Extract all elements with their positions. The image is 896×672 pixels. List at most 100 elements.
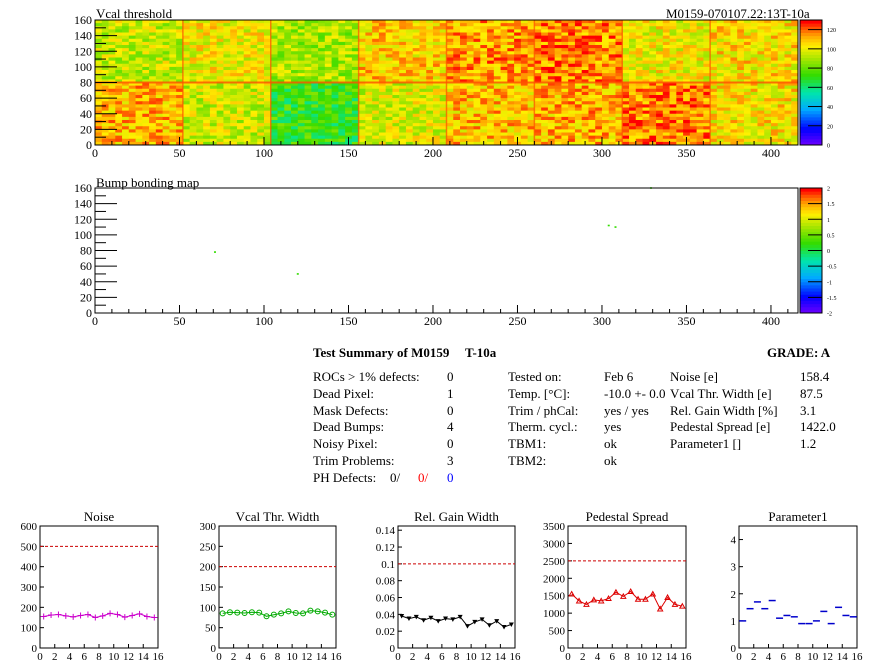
vcal-map-cell	[574, 88, 583, 93]
vcal-map-cell	[696, 66, 704, 71]
vcal-map-cell	[270, 141, 278, 146]
plot-y-tick-label: 0	[390, 643, 396, 655]
vcal-map-cell	[710, 41, 718, 46]
vcal-map-cell	[176, 60, 184, 65]
vcal-map-cell	[284, 26, 292, 30]
vcal-map-cell	[635, 113, 643, 118]
vcal-map-cell	[777, 26, 785, 30]
vcal-map-cell	[588, 45, 596, 49]
vcal-map-cell	[331, 88, 339, 93]
vcal-map-cell	[703, 26, 711, 30]
vcal-map-cell	[135, 120, 143, 124]
vcal-map-cell	[669, 135, 677, 140]
vcal-map-cell	[304, 48, 312, 52]
vcal-map-cell	[318, 38, 326, 43]
vcal-map-cell	[304, 79, 312, 83]
vcal-map-cell	[399, 104, 407, 108]
plot-x-tick-label: 2	[410, 651, 416, 663]
vcal-map-cell	[622, 123, 630, 127]
vcal-map-cell	[689, 98, 698, 102]
vcal-map-cell	[520, 66, 529, 71]
vcal-map-cell	[784, 66, 792, 71]
vcal-map-cell	[385, 82, 393, 87]
vcal-map-cell	[622, 38, 630, 43]
vcal-map-cell	[257, 129, 265, 133]
vcal-map-cell	[770, 45, 779, 49]
vcal-map-cell	[534, 23, 542, 27]
vcal-map-cell	[338, 101, 346, 105]
vcal-map-cell	[95, 35, 103, 40]
vcal-map-cell	[149, 73, 157, 77]
vcal-map-cell	[243, 126, 251, 130]
vcal-map-cell	[534, 35, 542, 40]
vcal-map-cell	[629, 126, 637, 130]
vcal-map-cell	[270, 32, 278, 37]
vcal-map-cell	[480, 32, 488, 37]
vcal-map-cell	[162, 26, 170, 30]
vcal-map-cell	[182, 76, 191, 80]
vcal-map-cell	[122, 135, 130, 140]
vcal-map-cell	[480, 138, 488, 143]
vcal-map-cell	[514, 32, 522, 37]
vcal-map-cell	[703, 113, 711, 118]
vcal-map-cell	[547, 123, 556, 127]
vcal-map-cell	[662, 126, 670, 130]
vcal-map-cell	[419, 113, 427, 118]
vcal-map-cell	[629, 132, 637, 137]
vcal-map-cell	[358, 60, 366, 65]
vcal-map-cell	[534, 91, 542, 96]
vcal-map-cell	[608, 82, 616, 87]
plot-y-tick-label: 0.04	[376, 609, 396, 621]
vcal-map-cell	[750, 107, 758, 112]
vcal-map-cell	[108, 48, 116, 52]
vcal-map-cell	[372, 76, 380, 80]
vcal-map-cell	[689, 126, 698, 130]
vcal-map-cell	[453, 66, 461, 71]
vcal-map-cell	[412, 107, 420, 112]
vcal-map-cell	[277, 48, 285, 52]
vcal-map-cell	[372, 26, 380, 30]
vcal-map-cell	[629, 48, 637, 52]
vcal-map-cell	[629, 60, 637, 65]
vcal-map-cell	[189, 107, 197, 112]
vcal-map-cell	[331, 132, 339, 137]
vcal-map-cell	[365, 23, 373, 27]
vcal-map-cell	[500, 29, 508, 33]
vcal-map-cell	[737, 26, 745, 30]
vcal-map-cell	[703, 138, 711, 143]
vcal-map-cell	[493, 45, 501, 49]
vcal-map-cell	[419, 29, 427, 33]
vcal-map-cell	[135, 123, 143, 127]
vcal-map-cell	[331, 126, 339, 130]
vcal-map-cell	[656, 32, 664, 37]
vcal-map-cell	[263, 57, 272, 62]
vcal-map-cell	[216, 138, 224, 143]
vcal-map-cell	[480, 41, 488, 46]
vcal-map-cell	[581, 51, 589, 55]
vcal-map-cell	[764, 101, 772, 105]
vcal-map-cell	[689, 110, 698, 115]
vcal-map-cell	[318, 126, 326, 130]
plot-x-tick-label: 6	[439, 651, 445, 663]
vcal-map-cell	[777, 129, 785, 133]
vcal-map-cell	[405, 120, 414, 124]
vcal-map-cell	[304, 32, 312, 37]
vcal-map-cell	[534, 41, 542, 46]
vcal-map-cell	[365, 63, 373, 68]
vcal-map-cell	[683, 41, 691, 46]
vcal-map-cell	[561, 135, 569, 140]
vcal-map-colorbar-cell	[800, 98, 822, 102]
vcal-map-cell	[176, 88, 184, 93]
vcal-map-cell	[460, 126, 468, 130]
vcal-map-cell	[689, 113, 698, 118]
vcal-map-cell	[446, 98, 454, 102]
vcal-map-cell	[473, 113, 481, 118]
vcal-map-cell	[243, 51, 251, 55]
vcal-map-cell	[372, 141, 380, 146]
vcal-map-cell	[135, 73, 143, 77]
vcal-map-cell	[730, 85, 738, 90]
vcal-map-cell	[149, 32, 157, 37]
vcal-map-cell	[710, 88, 718, 93]
vcal-map-cell	[108, 110, 116, 115]
